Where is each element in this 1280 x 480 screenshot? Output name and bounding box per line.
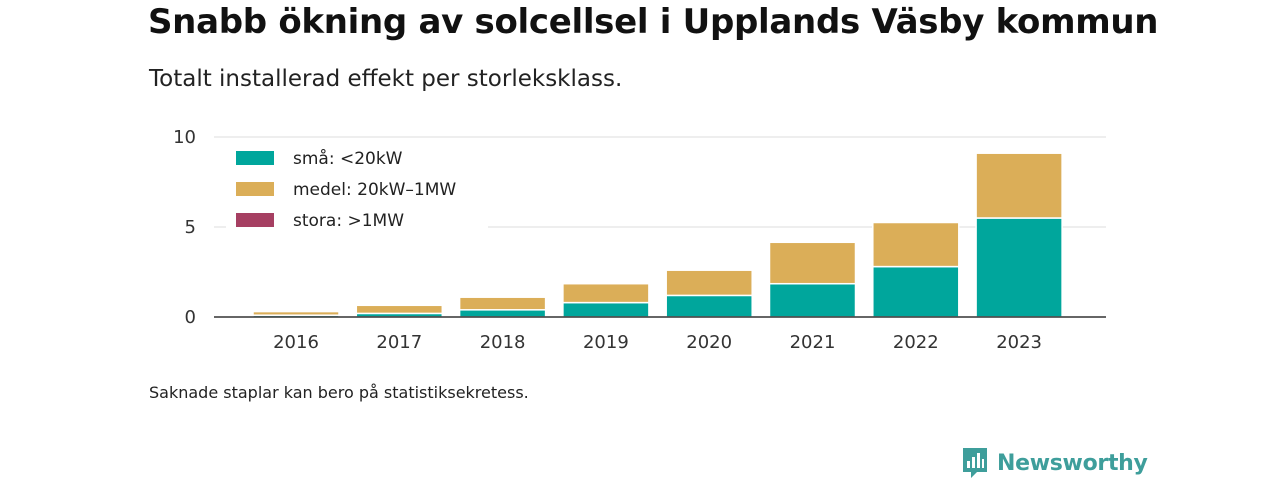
x-tick-label: 2023 <box>996 332 1042 353</box>
brand-logo[interactable]: Newsworthy <box>961 446 1148 480</box>
y-tick-label: 10 <box>173 127 196 148</box>
legend-swatch <box>236 182 274 196</box>
y-tick-label: 0 <box>185 307 196 328</box>
bar-segment <box>355 304 444 315</box>
legend-label: stora: >1MW <box>293 211 404 231</box>
bar-segment <box>562 301 650 318</box>
legend: små: <20kW medel: 20kW–1MW stora: >1MW <box>226 140 488 234</box>
x-tick-label: 2019 <box>583 332 629 353</box>
bar-segment <box>458 309 547 318</box>
bar-segment <box>665 294 753 318</box>
bars <box>252 152 1063 318</box>
y-tick-label: 5 <box>185 217 196 238</box>
x-tick-label: 2016 <box>273 332 319 353</box>
bar-segment <box>872 221 960 268</box>
x-tick-label: 2022 <box>893 332 939 353</box>
legend-label: medel: 20kW–1MW <box>293 180 456 200</box>
x-tick-label: 2021 <box>790 332 836 353</box>
bar-segment <box>975 217 1063 318</box>
bar-segment <box>562 282 650 304</box>
footnote: Saknade staplar kan bero på statistiksek… <box>149 383 529 402</box>
x-tick-label: 2018 <box>480 332 526 353</box>
axes: 0 5 10 2016 2017 2018 2019 2020 2021 2022 2023 <box>173 127 1106 353</box>
x-tick-label: 2020 <box>686 332 732 353</box>
bar-segment <box>975 152 1063 219</box>
brand-name: Newsworthy <box>997 450 1148 476</box>
bar-segment <box>768 282 857 318</box>
legend-swatch <box>236 151 274 165</box>
chart-subtitle: Totalt installerad effekt per storlekskl… <box>149 66 623 92</box>
newsworthy-logo-icon <box>963 448 987 478</box>
bar-segment <box>872 265 960 318</box>
bar-segment <box>252 310 340 316</box>
chart-title: Snabb ökning av solcellsel i Upplands Vä… <box>148 2 1159 42</box>
legend-swatch <box>236 213 274 227</box>
x-tick-label: 2017 <box>376 332 422 353</box>
bar-segment <box>768 241 857 285</box>
bar-segment <box>458 296 547 311</box>
bar-segment <box>665 269 753 297</box>
legend-label: små: <20kW <box>293 148 403 169</box>
